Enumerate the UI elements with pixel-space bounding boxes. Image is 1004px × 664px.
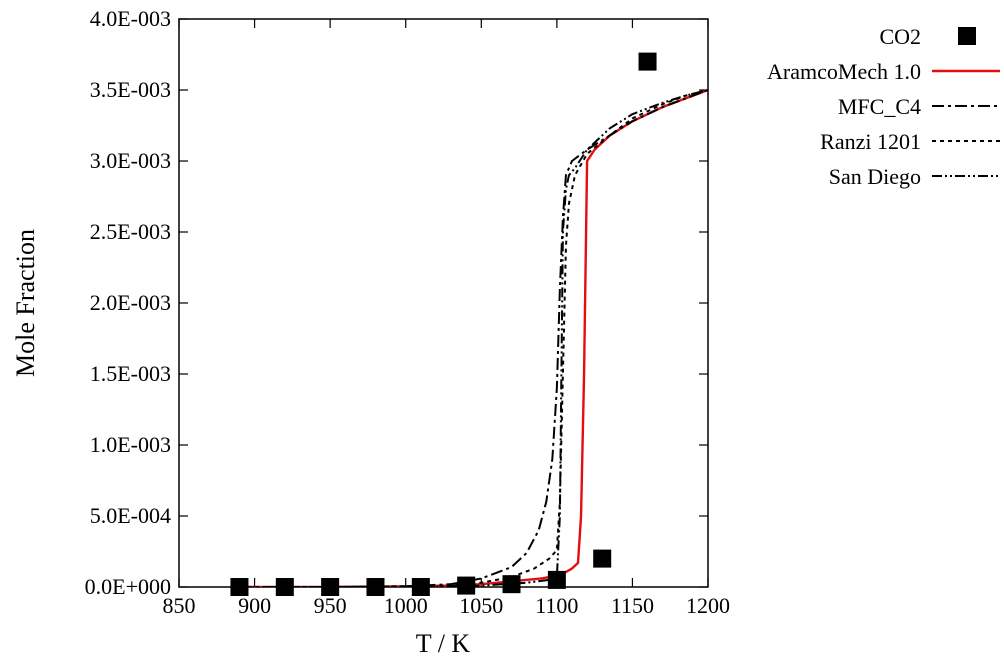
y-tick-label: 5.0E-004 bbox=[90, 503, 171, 528]
series-line-san-diego bbox=[239, 89, 708, 587]
x-tick-label: 1100 bbox=[535, 593, 578, 618]
x-tick-label: 950 bbox=[314, 593, 347, 618]
data-point-co2 bbox=[321, 578, 340, 596]
legend-label-ranzi-1201: Ranzi 1201 bbox=[820, 129, 921, 154]
y-axis-title: Mole Fraction bbox=[11, 229, 40, 377]
data-point-co2 bbox=[502, 575, 521, 594]
x-tick-label: 900 bbox=[238, 593, 271, 618]
x-tick-label: 1000 bbox=[384, 593, 428, 618]
data-point-co2 bbox=[457, 576, 476, 595]
x-tick-label: 1050 bbox=[459, 593, 503, 618]
legend-label-co2: CO2 bbox=[879, 24, 921, 49]
y-tick-label: 0.0E+000 bbox=[85, 574, 171, 599]
y-axis: 0.0E+000 5.0E-004 1.0E-003 1.5E-003 2.0E-003… bbox=[85, 6, 708, 599]
data-point-co2 bbox=[275, 578, 294, 596]
series-line-ranzi-1201 bbox=[239, 89, 708, 587]
x-axis-title: T / K bbox=[416, 629, 471, 658]
data-point-co2 bbox=[547, 570, 566, 589]
y-tick-label: 4.0E-003 bbox=[90, 6, 171, 31]
data-point-co2 bbox=[638, 52, 657, 71]
series-line-mfc-c4 bbox=[239, 89, 708, 587]
x-tick-label: 850 bbox=[163, 593, 196, 618]
data-point-co2 bbox=[593, 549, 612, 568]
y-tick-label: 1.0E-003 bbox=[90, 432, 171, 457]
legend-label-mfc-c4: MFC_C4 bbox=[838, 94, 921, 119]
legend: CO2 AramcoMech 1.0 MFC_C4 Ranzi 1201 San Die… bbox=[767, 24, 1000, 189]
marker-layer bbox=[230, 52, 657, 596]
legend-label-aramcomech-1-0: AramcoMech 1.0 bbox=[767, 59, 921, 84]
y-tick-label: 2.5E-003 bbox=[90, 219, 171, 244]
y-tick-label: 2.0E-003 bbox=[90, 290, 171, 315]
series-line-aramcomech-1-0 bbox=[239, 88, 708, 587]
x-tick-label: 1200 bbox=[686, 593, 730, 618]
x-axis: 850 900 950 1000 1050 1100 1150 1200 bbox=[163, 19, 730, 618]
plot-area-frame bbox=[178, 18, 709, 588]
data-point-co2 bbox=[366, 578, 385, 596]
data-point-co2 bbox=[230, 578, 249, 596]
x-tick-label: 1150 bbox=[611, 593, 654, 618]
legend-label-san-diego: San Diego bbox=[829, 164, 921, 189]
legend-swatch-co2 bbox=[958, 27, 976, 45]
data-point-co2 bbox=[411, 578, 430, 596]
y-tick-label: 1.5E-003 bbox=[90, 361, 171, 386]
y-tick-label: 3.5E-003 bbox=[90, 77, 171, 102]
y-tick-label: 3.0E-003 bbox=[90, 148, 171, 173]
series-layer bbox=[239, 88, 708, 587]
